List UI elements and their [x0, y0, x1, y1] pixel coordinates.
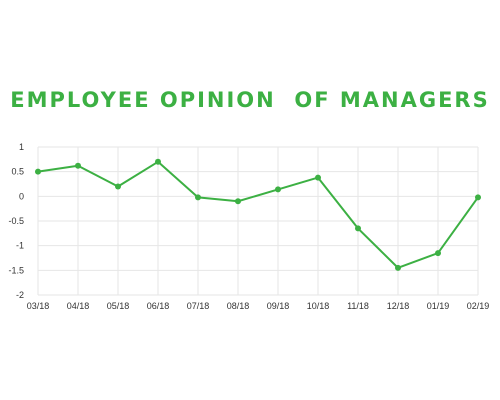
data-point: [35, 168, 41, 175]
data-point: [75, 162, 81, 169]
y-tick-label: -0.5: [8, 216, 24, 226]
x-tick-label: 11/18: [347, 301, 369, 311]
data-point: [315, 174, 321, 181]
data-point: [395, 264, 401, 271]
x-tick-label: 09/18: [267, 301, 290, 311]
y-tick-label: -1.5: [8, 265, 24, 275]
x-tick-label: 07/18: [187, 301, 210, 311]
data-point: [275, 186, 281, 193]
x-tick-label: 05/18: [107, 301, 130, 311]
x-tick-label: 10/18: [307, 301, 330, 311]
chart-title: EMPLOYEE OPINION OF MANAGERS: [10, 88, 490, 112]
x-tick-label: 04/18: [67, 301, 90, 311]
y-axis-ticks: 1 0.5 0 -0.5 -1 -1.5 -2: [8, 142, 24, 300]
x-axis-ticks: 03/18 04/18 05/18 06/18 07/18 08/18 09/18 10/18…: [27, 301, 490, 311]
data-point: [195, 194, 201, 201]
data-point: [355, 225, 361, 232]
y-tick-label: -1: [16, 241, 24, 251]
x-tick-label: 02/19: [467, 301, 490, 311]
data-point: [115, 183, 121, 190]
x-tick-label: 12/18: [387, 301, 410, 311]
x-tick-label: 06/18: [147, 301, 170, 311]
x-tick-label: 01/19: [427, 301, 450, 311]
grid-lines: [37, 146, 479, 296]
y-tick-label: -2: [16, 290, 24, 300]
data-point: [475, 194, 481, 201]
series-layer: [35, 158, 481, 271]
data-point: [155, 158, 161, 165]
y-tick-label: 0.5: [11, 167, 24, 177]
data-point: [435, 250, 441, 257]
x-tick-label: 08/18: [227, 301, 250, 311]
y-tick-label: 1: [19, 142, 24, 152]
y-tick-label: 0: [19, 191, 24, 201]
x-tick-label: 03/18: [27, 301, 50, 311]
series-line: [37, 160, 479, 269]
data-point: [235, 198, 241, 205]
